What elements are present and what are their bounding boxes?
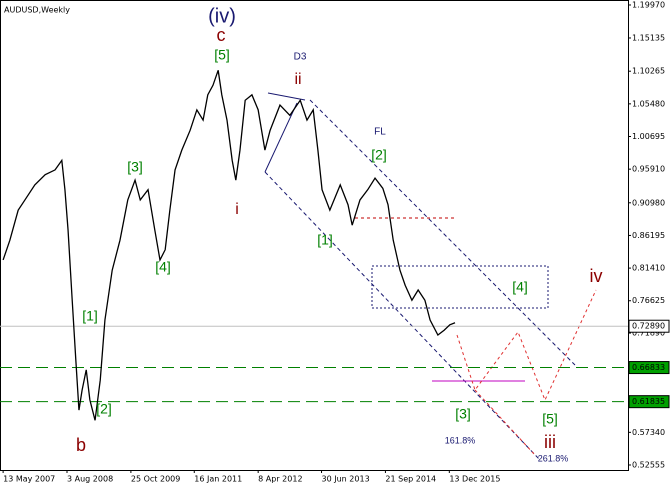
x-tick-label: 25 Oct 2009 <box>131 475 180 484</box>
x-tick-label: 8 Apr 2012 <box>258 475 302 484</box>
channel-line <box>264 171 541 461</box>
y-tick-label: 1.19970 <box>632 0 665 9</box>
projection <box>474 389 536 456</box>
wave-label: D3 <box>294 52 307 63</box>
y-tick-label: 1.05480 <box>632 99 665 108</box>
x-tick-label: 21 Sep 2014 <box>385 475 436 484</box>
y-tick-label: 1.10265 <box>632 67 665 76</box>
wave-label: [4] <box>512 279 528 295</box>
x-tick-label: 13 Dec 2015 <box>449 475 500 484</box>
y-tick-label: 0.90980 <box>632 198 665 207</box>
x-tick-label: 13 May 2007 <box>3 475 55 484</box>
wave-label: c <box>217 25 226 45</box>
chart-title: AUDUSD,Weekly <box>4 6 70 15</box>
wave-label: [2] <box>371 147 387 163</box>
price-line <box>2 70 456 421</box>
target-box <box>371 265 549 309</box>
price-label: 0.72890 <box>632 322 665 331</box>
wave-label: ii <box>294 71 301 88</box>
wave-label: 261.8% <box>538 453 569 463</box>
wave-label: [5] <box>214 47 230 63</box>
x-tick-label: 16 Jan 2011 <box>194 475 242 484</box>
price-label: 0.61835 <box>632 397 665 406</box>
trend-line <box>264 102 298 173</box>
wave-label: [1] <box>317 232 333 248</box>
wave-label: b <box>76 435 86 455</box>
y-tick-label: 0.81410 <box>632 264 665 273</box>
wave-label: iv <box>590 266 603 286</box>
wave-label: [4] <box>155 259 171 275</box>
wave-label: i <box>235 201 239 218</box>
projection <box>456 289 597 402</box>
wave-label: [3] <box>455 406 471 422</box>
wave-label: iii <box>544 432 556 452</box>
y-tick-label: 0.86195 <box>632 231 665 240</box>
wave-label: FL <box>374 127 386 138</box>
price-label-box <box>628 319 670 333</box>
y-tick-label: 1.15135 <box>632 33 665 42</box>
x-tick-label: 3 Aug 2008 <box>67 475 113 484</box>
plot-frame <box>0 0 629 471</box>
price-label-box <box>628 361 670 375</box>
wave-label: (iv) <box>208 5 236 27</box>
wave-label: [5] <box>542 411 558 427</box>
y-tick-label: 0.76625 <box>632 296 665 305</box>
trend-line <box>267 92 306 101</box>
y-tick-label: 0.71890 <box>632 329 665 338</box>
y-tick-label: 1.00695 <box>632 132 665 141</box>
price-label: 0.66833 <box>632 363 665 372</box>
price-label-box <box>628 395 670 409</box>
y-tick-label: 0.57340 <box>632 428 665 437</box>
wave-label: 161.8% <box>445 435 476 445</box>
y-tick-label: 0.52555 <box>632 460 665 469</box>
x-tick-label: 30 Jun 2013 <box>322 475 370 484</box>
wave-label: [1] <box>82 308 98 324</box>
drawings <box>264 92 597 461</box>
wave-label: [2] <box>96 401 112 417</box>
y-tick-label: 0.95910 <box>632 165 665 174</box>
wave-label: [3] <box>127 159 143 175</box>
